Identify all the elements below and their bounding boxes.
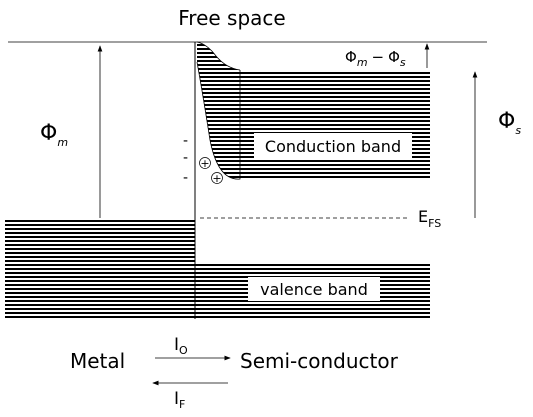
- plus-circle: [199, 157, 211, 169]
- semiconductor-label: Semi-conductor: [240, 349, 399, 373]
- metal-band: [5, 219, 195, 319]
- label-box: [254, 133, 412, 159]
- band-bending: [196, 41, 241, 180]
- phi-diff: Φm − Φs: [345, 48, 406, 69]
- title: Free space: [178, 6, 285, 30]
- minus-charge: -: [183, 170, 188, 186]
- plus-charge: +: [200, 157, 209, 170]
- current-o: IO: [174, 335, 188, 357]
- plus-circle: [211, 172, 223, 184]
- fermi-label: EFS: [418, 207, 441, 230]
- valence-label: valence band: [260, 280, 368, 299]
- phi-s: Φs: [498, 109, 521, 137]
- current-f: IF: [174, 389, 185, 411]
- conduction-label: Conduction band: [265, 137, 401, 156]
- metal-label: Metal: [70, 349, 125, 373]
- plus-charge: +: [212, 172, 221, 185]
- minus-charge: -: [183, 150, 188, 166]
- label-box: [248, 277, 380, 301]
- phi-m: Φm: [40, 121, 68, 149]
- minus-charge: -: [183, 133, 188, 149]
